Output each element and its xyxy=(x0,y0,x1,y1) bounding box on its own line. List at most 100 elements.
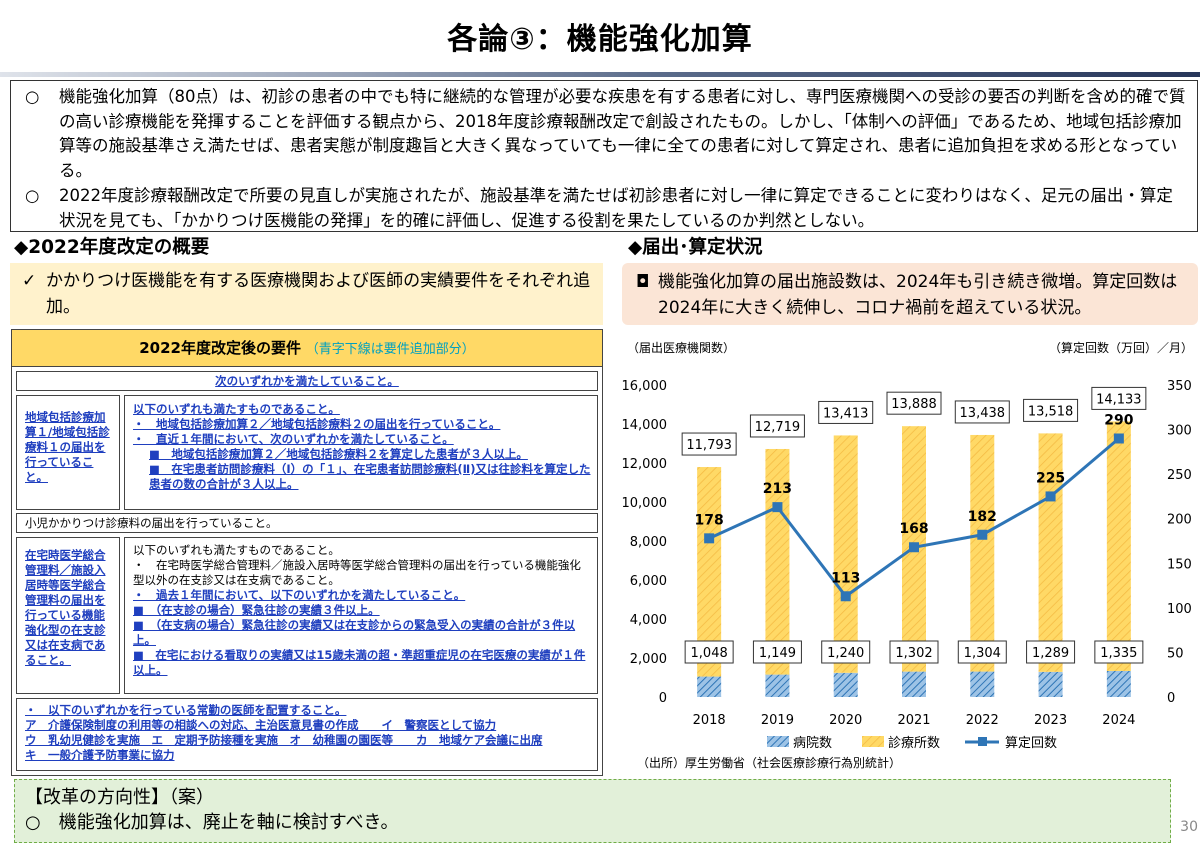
hospital-label: 1,048 xyxy=(691,646,728,661)
bar-hospital xyxy=(1106,670,1131,697)
x-tick-label: 2020 xyxy=(829,713,862,728)
line-value-label: 182 xyxy=(968,509,997,525)
req3-label: 在宅時医学総合管理料／施設入居時等医学総合管理料の届出を行っている機能強化型の在… xyxy=(25,548,106,667)
line-value-label: 178 xyxy=(695,512,724,528)
intro-box: ○ 機能強化加算（80点）は、初診の患者の中でも特に継続的な管理が必要な疾患を有… xyxy=(10,80,1198,232)
x-tick-label: 2019 xyxy=(761,713,794,728)
y-tick-right: 350 xyxy=(1167,379,1192,394)
intro-marker: ○ xyxy=(25,186,40,205)
total-label: 13,413 xyxy=(823,406,869,421)
line-point xyxy=(977,529,988,540)
hospital-label-box xyxy=(889,640,939,664)
req2-row: 小児かかりつけ診療料の届出を行っていること。 xyxy=(16,513,598,533)
req1-label-cell: 地域包括診療加算１/地域包括診療料１の届出を行っていること。 xyxy=(16,395,120,510)
req4-line-2: ア 介護保険制度の利用等の相談への対応、主治医意見書の作成 イ 警察医として協力 xyxy=(25,718,497,732)
hospital-label-box xyxy=(957,640,1007,664)
total-label: 13,438 xyxy=(960,406,1006,421)
req3-line-3: ・ 過去１年間において、以下のいずれかを満たしていること。 xyxy=(133,588,466,602)
bar-clinic xyxy=(765,448,790,675)
title-rule xyxy=(0,72,1200,77)
total-label-box xyxy=(818,400,874,424)
line-value-label: 225 xyxy=(1036,470,1065,486)
intro-marker: ○ xyxy=(25,87,40,106)
req2-text: 小児かかりつけ診療料の届出を行っていること。 xyxy=(25,516,278,530)
right-axis-label: （算定回数（万回）／月） xyxy=(1049,340,1193,355)
hospital-label-box xyxy=(684,640,734,664)
legend-label: 病院数 xyxy=(793,736,832,751)
hospital-label: 1,289 xyxy=(1032,646,1069,661)
legend-swatch xyxy=(862,736,884,747)
x-tick-label: 2022 xyxy=(966,713,999,728)
req3-line-4: ■ （在支診の場合）緊急往診の実績３件以上。 xyxy=(133,603,380,617)
req3-label-cell: 在宅時医学総合管理料／施設入居時等医学総合管理料の届出を行っている機能強化型の在… xyxy=(16,537,120,694)
req3-line-2: ・ 在宅時医学総合管理料／施設入居時等医学総合管理料の届出を行っている機能強化型… xyxy=(133,558,581,587)
x-tick-label: 2024 xyxy=(1102,713,1135,728)
req1-line-5: ■ 在宅患者訪問診療料（Ⅰ）の「１」、在宅患者訪問診療料(Ⅱ)又は往診料を算定し… xyxy=(149,462,591,491)
intro-text-1: 機能強化加算（80点）は、初診の患者の中でも特に継続的な管理が必要な疾患を有する… xyxy=(59,87,1186,180)
y-tick-right: 300 xyxy=(1167,424,1192,439)
hospital-label: 1,335 xyxy=(1100,646,1137,661)
y-tick-left: 14,000 xyxy=(622,418,668,433)
square-bullet-icon: ◘ xyxy=(636,272,650,292)
line-point xyxy=(840,591,851,602)
total-label: 12,719 xyxy=(755,420,801,435)
y-tick-right: 0 xyxy=(1167,691,1175,706)
hospital-label: 1,304 xyxy=(964,646,1001,661)
bar-clinic xyxy=(970,434,995,672)
left-callout-text: かかりつけ医機能を有する医療機関および医師の実績要件をそれぞれ追加。 xyxy=(46,271,591,317)
hospital-label: 1,240 xyxy=(827,646,864,661)
bar-hospital xyxy=(1038,671,1063,697)
intro-text-2: 2022年度診療報酬改定で所要の見直しが実施されたが、施設基準を満たせば初診患者… xyxy=(59,186,1173,230)
req1-label: 地域包括診療加算１/地域包括診療料１の届出を行っていること。 xyxy=(25,410,110,484)
y-tick-left: 12,000 xyxy=(622,457,668,472)
line-value-label: 290 xyxy=(1104,412,1133,428)
legend-marker xyxy=(978,737,987,746)
reform-heading: 【改革の方向性】（案） xyxy=(25,787,214,808)
req4-row: ・ 以下のいずれかを行っている常勤の医師を配置すること。 ア 介護保険制度の利用… xyxy=(16,698,598,771)
req4-line-1: ・ 以下のいずれかを行っている常勤の医師を配置すること。 xyxy=(25,703,347,717)
check-icon: ✓ xyxy=(22,271,37,291)
line-point xyxy=(704,533,715,544)
total-label-box xyxy=(749,414,805,438)
line-point xyxy=(909,542,919,553)
chart-source: （出所）厚生労働省（社会医療診療行為別統計） xyxy=(637,755,901,770)
hospital-label: 1,302 xyxy=(895,646,932,661)
intro-paragraph-1: ○ 機能強化加算（80点）は、初診の患者の中でも特に継続的な管理が必要な疾患を有… xyxy=(25,85,1187,183)
hospital-label: 1,149 xyxy=(759,646,796,661)
hospital-label-box xyxy=(1094,640,1144,664)
page-number: 30 xyxy=(1180,819,1198,835)
y-tick-left: 0 xyxy=(659,691,667,706)
y-tick-left: 16,000 xyxy=(622,379,668,394)
total-label-box xyxy=(954,400,1010,424)
left-axis-label: （届出医療機関数） xyxy=(627,340,735,355)
left-section-heading: ◆2022年度改定の概要 xyxy=(14,237,210,258)
line-value-label: 213 xyxy=(763,481,792,497)
req1-detail-cell: 以下のいずれも満たすものであること。 ・ 地域包括診療加算２／地域包括診療料２の… xyxy=(124,395,598,510)
hospital-label-box xyxy=(1026,640,1076,664)
reform-box: 【改革の方向性】（案） ○ 機能強化加算は、廃止を軸に検討すべき。 xyxy=(14,779,1171,843)
reform-marker: ○ xyxy=(25,812,41,833)
right-callout-text: 機能強化加算の届出施設数は、2024年も引き続き微増。算定回数は2024年に大き… xyxy=(658,272,1178,318)
hospital-label-box xyxy=(821,640,871,664)
line-point xyxy=(1113,433,1124,444)
y-tick-right: 50 xyxy=(1167,646,1184,661)
either-text: 次のいずれかを満たしていること。 xyxy=(215,374,399,388)
y-tick-left: 8,000 xyxy=(630,535,667,550)
y-tick-left: 4,000 xyxy=(630,613,667,628)
y-tick-right: 100 xyxy=(1167,602,1192,617)
requirements-header: 2022年度改定後の要件 （青字下線は要件追加部分） xyxy=(12,330,602,367)
y-tick-left: 2,000 xyxy=(630,652,667,667)
x-tick-label: 2023 xyxy=(1034,713,1067,728)
bar-hospital xyxy=(765,674,790,697)
line-point xyxy=(1045,491,1056,502)
requirements-note: （青字下線は要件追加部分） xyxy=(305,342,475,357)
req4-line-3: ウ 乳幼児健診を実施 エ 定期予防接種を実施 オ 幼稚園の園医等 カ 地域ケア会… xyxy=(25,733,543,747)
req1-line-3: ・ 直近１年間において、次のいずれかを満たしていること。 xyxy=(133,432,454,446)
line-value-label: 113 xyxy=(831,570,860,586)
line-point xyxy=(772,502,783,513)
y-tick-left: 6,000 xyxy=(630,574,667,589)
right-callout: ◘ 機能強化加算の届出施設数は、2024年も引き続き微増。算定回数は2024年に… xyxy=(622,263,1198,325)
req3-line-5: ■ （在支病の場合）緊急往診の実績又は在支診からの緊急受入の実績の合計が３件以上… xyxy=(133,618,576,647)
req4-line-4: キ 一般介護予防事業に協力 xyxy=(25,748,175,762)
legend-label: 診療所数 xyxy=(888,735,940,751)
